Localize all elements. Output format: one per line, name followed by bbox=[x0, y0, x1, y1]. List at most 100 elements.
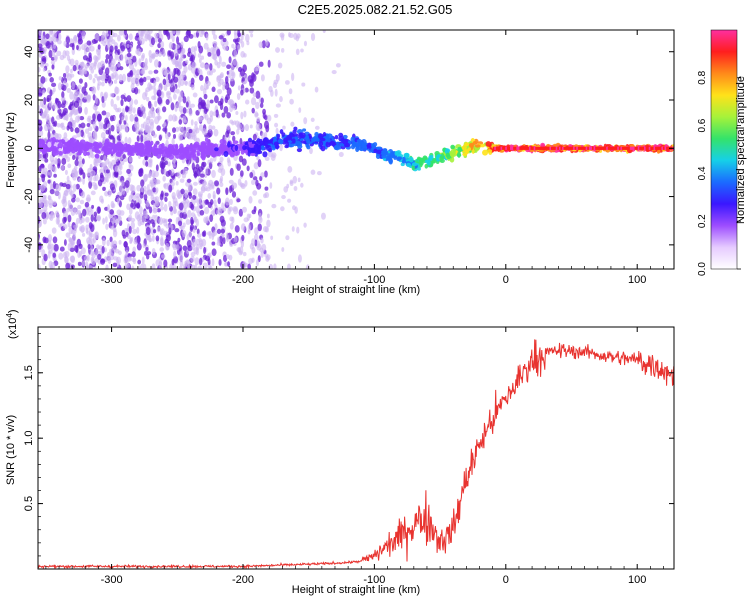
spectrogram-ridge-cell bbox=[568, 146, 571, 150]
spectrogram-point bbox=[227, 159, 232, 167]
spectrogram-point bbox=[180, 41, 184, 48]
spectrogram-point bbox=[160, 142, 165, 149]
spectrogram-point bbox=[57, 33, 62, 41]
spectrogram-point bbox=[271, 203, 277, 209]
spectrogram-point bbox=[244, 124, 250, 132]
spectrogram-point bbox=[93, 211, 98, 217]
spectrogram-point bbox=[121, 115, 125, 122]
spectrogram-point bbox=[92, 77, 96, 84]
spectrogram-point bbox=[210, 68, 216, 73]
spectrogram-point bbox=[174, 44, 180, 49]
spectrogram-point bbox=[139, 191, 144, 199]
spectrogram-point bbox=[376, 146, 383, 150]
spectrogram-point bbox=[70, 68, 73, 74]
spectrogram-point bbox=[124, 126, 129, 133]
spectrogram-point bbox=[98, 75, 103, 80]
spectrogram-point bbox=[38, 207, 42, 215]
spectrogram-point bbox=[212, 111, 217, 116]
spectrogram-point bbox=[179, 78, 185, 87]
spectrogram-point bbox=[230, 131, 236, 136]
spectrogram-point bbox=[139, 128, 143, 133]
spectrogram-point bbox=[258, 216, 263, 224]
spectrogram-point bbox=[129, 184, 134, 192]
y-tick-label: 1.5 bbox=[23, 365, 35, 380]
spectrogram-ridge-cell bbox=[621, 146, 625, 150]
spectrogram-point bbox=[373, 148, 378, 154]
spectrogram-point bbox=[124, 136, 128, 145]
spectrogram-point bbox=[191, 135, 196, 140]
spectrogram-point bbox=[178, 119, 183, 125]
spectrogram-point bbox=[88, 232, 93, 241]
spectrogram-point bbox=[236, 92, 241, 100]
spectrogram-point bbox=[172, 127, 177, 133]
spectrogram-point bbox=[55, 159, 59, 165]
spectrogram-point bbox=[221, 61, 227, 67]
spectrogram-point bbox=[155, 147, 160, 154]
spectrogram-point bbox=[84, 128, 90, 134]
spectrogram-point bbox=[66, 88, 71, 94]
spectrogram-ridge-cell bbox=[524, 146, 527, 150]
spectrogram-point bbox=[48, 36, 53, 44]
spectrogram-point bbox=[49, 171, 53, 177]
spectrogram-point bbox=[136, 184, 141, 192]
spectrogram-point bbox=[207, 182, 212, 189]
spectrogram-point bbox=[240, 89, 244, 96]
spectrogram-point bbox=[123, 96, 128, 102]
spectrogram-point bbox=[197, 265, 203, 269]
spectrogram-point bbox=[80, 247, 86, 255]
spectrogram-ridge-cell bbox=[588, 146, 592, 150]
spectrogram-point bbox=[142, 121, 147, 130]
spectrogram-point bbox=[248, 213, 252, 219]
spectrogram-point bbox=[65, 112, 69, 122]
spectrogram-point bbox=[161, 217, 166, 224]
spectrogram-point bbox=[286, 183, 290, 189]
spectrogram-point bbox=[209, 214, 214, 223]
spectrogram-point bbox=[119, 210, 125, 216]
spectrogram-point bbox=[200, 85, 204, 92]
spectrogram-point bbox=[45, 40, 51, 49]
spectrogram-point bbox=[61, 198, 66, 205]
spectrogram-point bbox=[417, 156, 421, 161]
spectrogram-point bbox=[151, 53, 156, 60]
spectrogram-point bbox=[72, 64, 77, 72]
spectrogram-point bbox=[124, 180, 130, 188]
spectrogram-point bbox=[182, 222, 186, 228]
spectrogram-point bbox=[56, 123, 61, 128]
spectrogram-point bbox=[327, 137, 331, 143]
spectrogram-point bbox=[480, 144, 485, 148]
spectrogram-point bbox=[165, 242, 170, 251]
spectrogram-point bbox=[375, 153, 381, 159]
spectrogram-point bbox=[231, 121, 235, 126]
spectrogram-ridge-cell bbox=[584, 146, 587, 150]
spectrogram-point bbox=[102, 237, 106, 246]
spectrogram-ridge-cell bbox=[659, 146, 663, 150]
spectrogram-ridge-cell bbox=[595, 146, 598, 150]
spectrogram-point bbox=[45, 171, 50, 176]
spectrogram-point bbox=[222, 145, 227, 151]
spectrogram-point bbox=[320, 212, 326, 220]
spectrogram-point bbox=[218, 259, 222, 266]
spectrogram-point bbox=[43, 253, 48, 262]
spectrogram-point bbox=[117, 175, 121, 180]
spectrogram-point bbox=[109, 92, 115, 98]
spectrogram-point bbox=[296, 148, 303, 153]
spectrogram-point bbox=[94, 33, 100, 41]
spectrogram-point bbox=[279, 138, 284, 145]
spectrogram-point bbox=[127, 253, 133, 258]
spectrogram-point bbox=[261, 243, 267, 252]
spectrogram-point bbox=[107, 123, 111, 129]
spectrogram-point bbox=[362, 142, 369, 146]
spectrogram-point bbox=[243, 110, 247, 118]
spectrogram-point bbox=[154, 178, 159, 185]
spectrogram-point bbox=[62, 80, 67, 85]
spectrogram-point bbox=[253, 162, 259, 170]
spectrogram-point bbox=[224, 197, 230, 206]
spectrogram-point bbox=[237, 30, 241, 38]
spectrogram-point bbox=[52, 102, 57, 110]
spectrogram-point bbox=[50, 60, 56, 65]
spectrogram-point bbox=[50, 159, 56, 167]
spectrogram-point bbox=[69, 58, 75, 67]
spectrogram-point bbox=[305, 137, 310, 144]
spectrogram-point bbox=[113, 65, 117, 71]
spectrogram-point bbox=[356, 139, 362, 143]
